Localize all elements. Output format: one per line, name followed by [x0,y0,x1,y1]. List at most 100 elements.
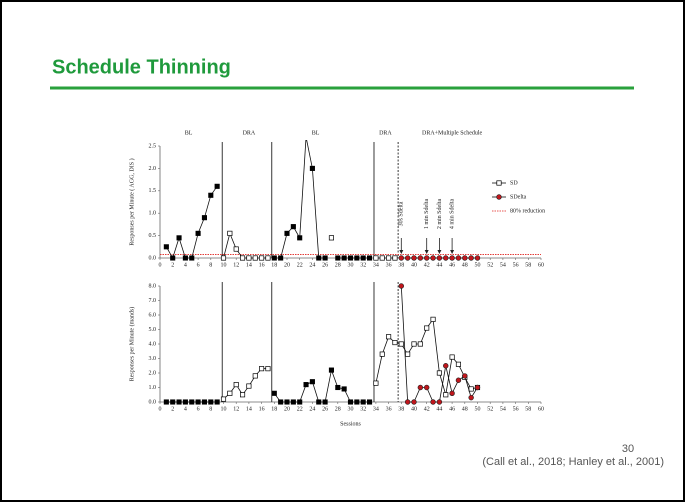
x-tick-label: 48 [462,262,468,268]
x-tick-label: 44 [436,262,442,268]
x-tick-label: 4 [184,406,187,412]
marker [246,255,252,261]
arrow-head [450,250,455,254]
marker [436,399,443,405]
x-tick-label: 60 [538,406,544,412]
citation: (Call et al., 2018; Hanley et al., 2001) [482,456,664,468]
x-tick-label: 46 [449,262,455,268]
marker [404,399,411,405]
marker [405,351,411,357]
arrow-head [437,250,442,254]
x-tick-label: 30 [348,406,354,412]
x-tick-label: 38 [398,262,404,268]
x-tick-label: 20 [284,406,290,412]
x-tick-label: 28 [335,406,341,412]
marker [417,255,424,261]
x-tick-label: 8 [209,406,212,412]
marker [195,230,201,236]
marker [227,390,233,396]
marker [443,392,449,398]
y-tick-label: 2.0 [149,370,157,376]
marker [424,255,430,261]
x-tick-label: 28 [335,262,341,268]
x-tick-label: 12 [233,262,239,268]
legend-label: SD [510,180,518,186]
x-tick-label: 56 [513,262,519,268]
y-tick-label: 0.0 [149,255,157,261]
marker [360,399,366,405]
x-tick-label: 24 [309,262,315,268]
x-tick-label: 26 [322,406,328,412]
marker [176,235,182,241]
marker [316,255,322,261]
marker [309,165,315,171]
marker [443,363,449,369]
marker [316,399,322,405]
x-tick-label: 8 [209,262,212,268]
y-tick-label: 2.5 [149,143,157,149]
arrow-head [399,250,404,254]
marker [220,396,227,402]
x-tick-label: 24 [309,406,315,412]
marker [468,255,474,261]
arrow-head [424,250,429,254]
x-tick-label: 54 [500,262,506,268]
x-tick-label: 0 [159,406,162,412]
marker [271,390,277,396]
phase-label: BL [185,130,193,136]
x-tick-label: 4 [184,262,187,268]
marker [265,366,271,372]
marker [462,255,468,261]
marker [208,192,214,198]
x-tick-label: 40 [411,406,417,412]
marker [278,255,284,261]
marker [195,399,201,405]
marker [386,255,392,261]
x-tick-label: 60 [538,262,544,268]
marker [341,386,347,392]
marker [392,340,398,346]
marker [455,361,462,367]
y-tick-label: 1.5 [149,188,157,194]
x-tick-label: 20 [284,262,290,268]
phase-label: DRA [243,130,256,136]
x-tick-label: 38 [398,406,404,412]
y-tick-label: 3.0 [149,356,157,362]
annotation: 2 min Sdelta [437,199,443,230]
marker [233,382,239,388]
marker [265,255,271,261]
y-tick-label: 0.0 [149,399,157,405]
x-tick-label: 46 [449,406,455,412]
x-tick-label: 6 [197,262,200,268]
x-tick-label: 2 [171,262,174,268]
marker [163,244,169,250]
marker [284,399,290,405]
x-tick-label: 56 [513,406,519,412]
y-axis-label: Responses per Minute ( AGG, DIS ) [128,158,135,245]
marker [430,255,436,261]
x-tick-label: 32 [360,406,366,412]
marker [398,283,404,289]
marker [290,224,296,230]
marker [297,399,303,405]
marker [436,255,443,261]
phase-label: DRA+Multiple Schedule [422,130,483,136]
x-tick-label: 58 [525,406,531,412]
marker [417,384,424,391]
marker [347,255,354,261]
marker [468,386,474,392]
x-tick-label: 10 [221,262,227,268]
y-tick-label: 5.0 [149,327,157,333]
marker [176,399,182,405]
marker [214,183,220,189]
x-tick-label: 10 [221,406,227,412]
marker [163,399,169,405]
phase-label: BL [312,130,320,136]
x-tick-label: 22 [297,262,303,268]
x-tick-label: 22 [297,406,303,412]
marker [240,255,246,261]
marker [386,334,392,340]
marker [436,370,442,376]
y-tick-label: 6.0 [149,312,157,318]
page-number: 30 [622,443,634,455]
